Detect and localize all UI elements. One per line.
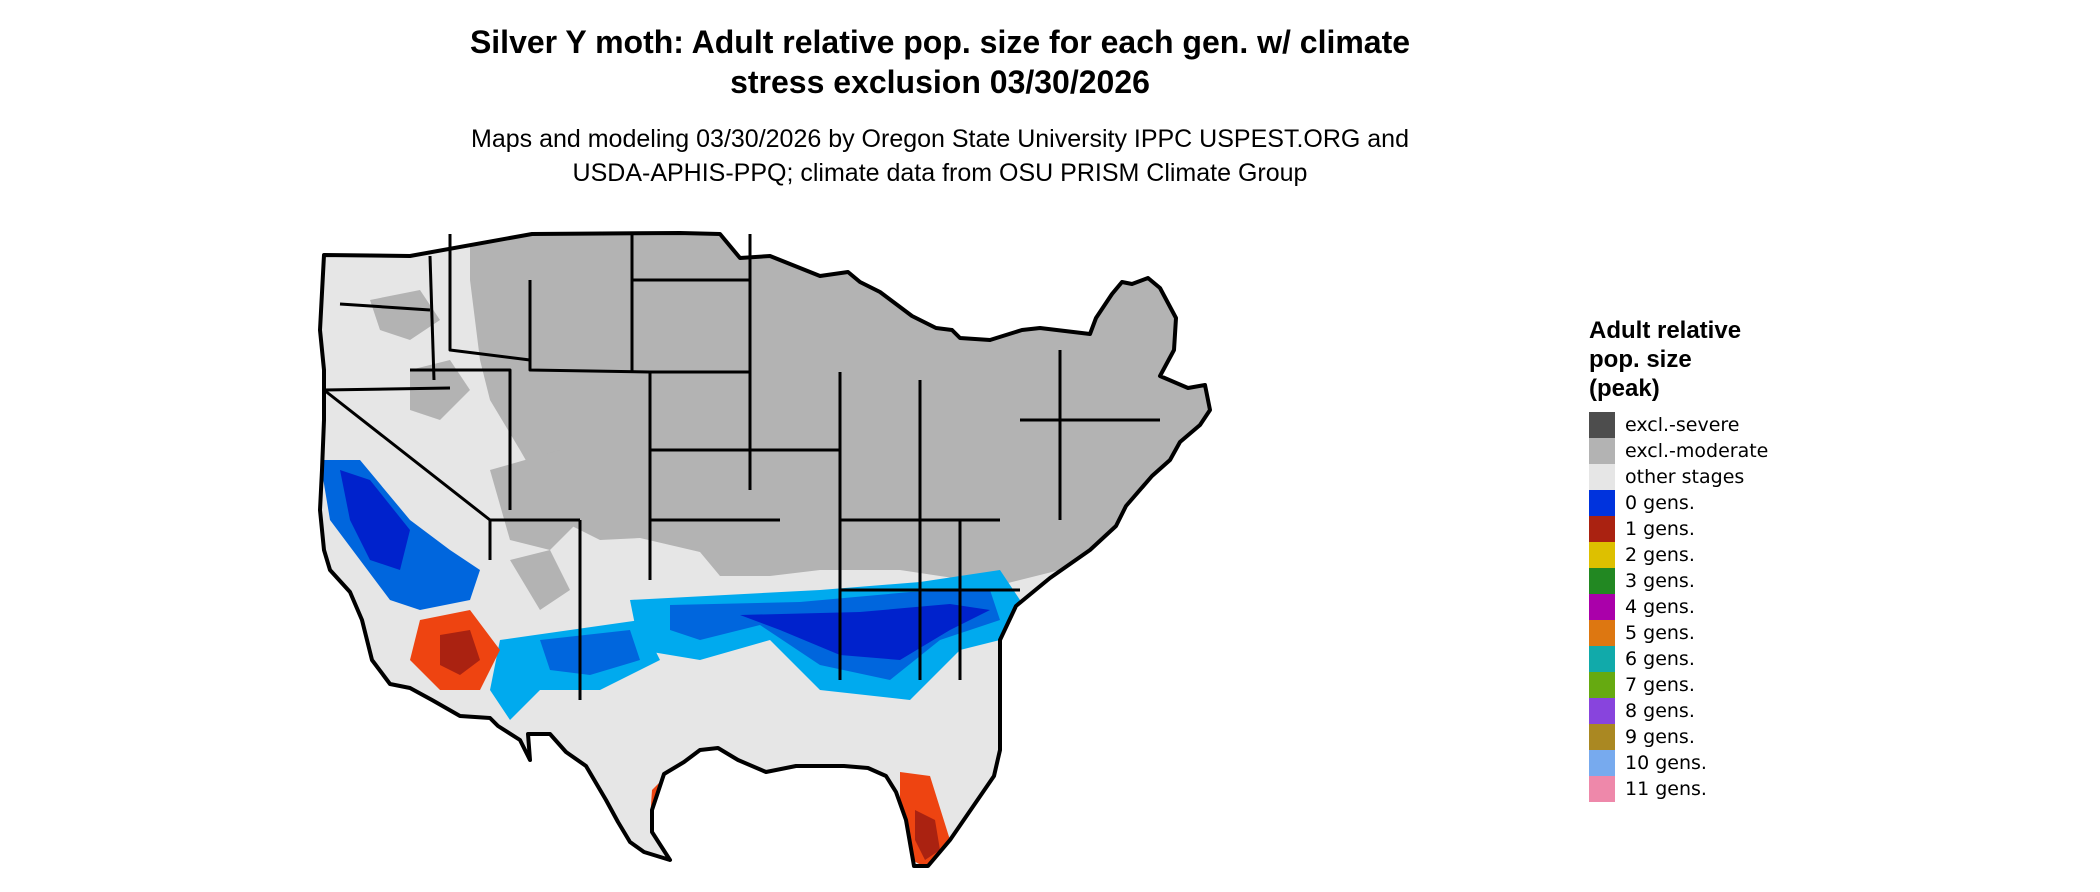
legend-item: 5 gens.	[1589, 620, 1889, 646]
page-title: Silver Y moth: Adult relative pop. size …	[340, 22, 1540, 102]
zone-excl-moderate-patch	[410, 360, 470, 420]
legend-label: excl.-moderate	[1625, 440, 1769, 462]
legend-item: 1 gens.	[1589, 516, 1889, 542]
page-title-line-1: Silver Y moth: Adult relative pop. size …	[469, 24, 1411, 60]
legend-label: excl.-severe	[1625, 414, 1740, 436]
legend-item: 2 gens.	[1589, 542, 1889, 568]
border-nv	[410, 368, 512, 510]
legend-label: 9 gens.	[1625, 726, 1695, 748]
map-legend: Adult relative pop. size (peak) excl.-se…	[1589, 316, 1889, 802]
legend-item: 9 gens.	[1589, 724, 1889, 750]
legend-item: 8 gens.	[1589, 698, 1889, 724]
legend-item: 10 gens.	[1589, 750, 1889, 776]
border-or-ca	[323, 386, 451, 392]
zone-red-core-florida	[915, 810, 940, 860]
legend-item: 11 gens.	[1589, 776, 1889, 802]
zone-excl-moderate-patch	[490, 450, 590, 550]
legend-item: 0 gens.	[1589, 490, 1889, 516]
legend-label: 3 gens.	[1625, 570, 1695, 592]
legend-label: 7 gens.	[1625, 674, 1695, 696]
legend-swatch	[1589, 620, 1615, 646]
legend-swatch	[1589, 490, 1615, 516]
legend-item: 7 gens.	[1589, 672, 1889, 698]
legend-swatch	[1589, 698, 1615, 724]
border-mt-w	[448, 234, 531, 362]
page-subtitle-line-1: Maps and modeling 03/30/2026 by Oregon S…	[471, 125, 1409, 153]
zone-red-core-arizona	[440, 630, 480, 675]
zone-excl-moderate-north	[470, 233, 1210, 585]
us-map-svg	[318, 231, 1212, 868]
legend-label: 11 gens.	[1625, 778, 1707, 800]
legend-swatch	[1589, 464, 1615, 490]
legend-swatch	[1589, 776, 1615, 802]
legend-label: 1 gens.	[1625, 518, 1695, 540]
zone-excl-moderate-patch	[370, 290, 440, 340]
legend-swatch	[1589, 724, 1615, 750]
legend-item: excl.-moderate	[1589, 438, 1889, 464]
legend-label: 8 gens.	[1625, 700, 1695, 722]
legend-title: Adult relative pop. size (peak)	[1589, 317, 1742, 402]
legend-swatch	[1589, 594, 1615, 620]
legend-label: 6 gens.	[1625, 648, 1695, 670]
legend-swatch	[1589, 516, 1615, 542]
us-map	[300, 220, 1600, 892]
legend-label: other stages	[1625, 466, 1745, 488]
legend-item: excl.-severe	[1589, 412, 1889, 438]
page-title-line-2: stress exclusion 03/30/2026	[730, 64, 1150, 100]
zone-deep-blue-california	[340, 470, 410, 570]
legend-item: 3 gens.	[1589, 568, 1889, 594]
legend-item: other stages	[1589, 464, 1889, 490]
legend-swatch	[1589, 438, 1615, 464]
legend-item: 4 gens.	[1589, 594, 1889, 620]
border-wa-or	[339, 302, 431, 312]
legend-swatch	[1589, 542, 1615, 568]
legend-swatch	[1589, 750, 1615, 776]
zone-red-core-texas	[680, 785, 725, 838]
legend-label: 0 gens.	[1625, 492, 1695, 514]
page-subtitle-line-2: USDA-APHIS-PPQ; climate data from OSU PR…	[572, 159, 1308, 187]
legend-item: 6 gens.	[1589, 646, 1889, 672]
zone-deep-blue-southeast	[740, 604, 990, 660]
state-borders	[323, 234, 1160, 700]
zone-mid-blue-texas	[540, 630, 640, 675]
legend-swatch	[1589, 646, 1615, 672]
legend-label: 2 gens.	[1625, 544, 1695, 566]
zone-excl-moderate-patch	[510, 550, 570, 610]
border-wy-co	[528, 280, 652, 520]
legend-swatch	[1589, 412, 1615, 438]
legend-label: 5 gens.	[1625, 622, 1695, 644]
legend-swatch	[1589, 672, 1615, 698]
legend-label: 4 gens.	[1625, 596, 1695, 618]
border-id-w	[428, 255, 436, 381]
page-subtitle: Maps and modeling 03/30/2026 by Oregon S…	[340, 122, 1540, 190]
map-zones	[320, 233, 1210, 866]
legend-swatch	[1589, 568, 1615, 594]
legend-label: 10 gens.	[1625, 752, 1707, 774]
legend-items: excl.-severe excl.-moderate other stages 0 …	[1589, 412, 1889, 802]
